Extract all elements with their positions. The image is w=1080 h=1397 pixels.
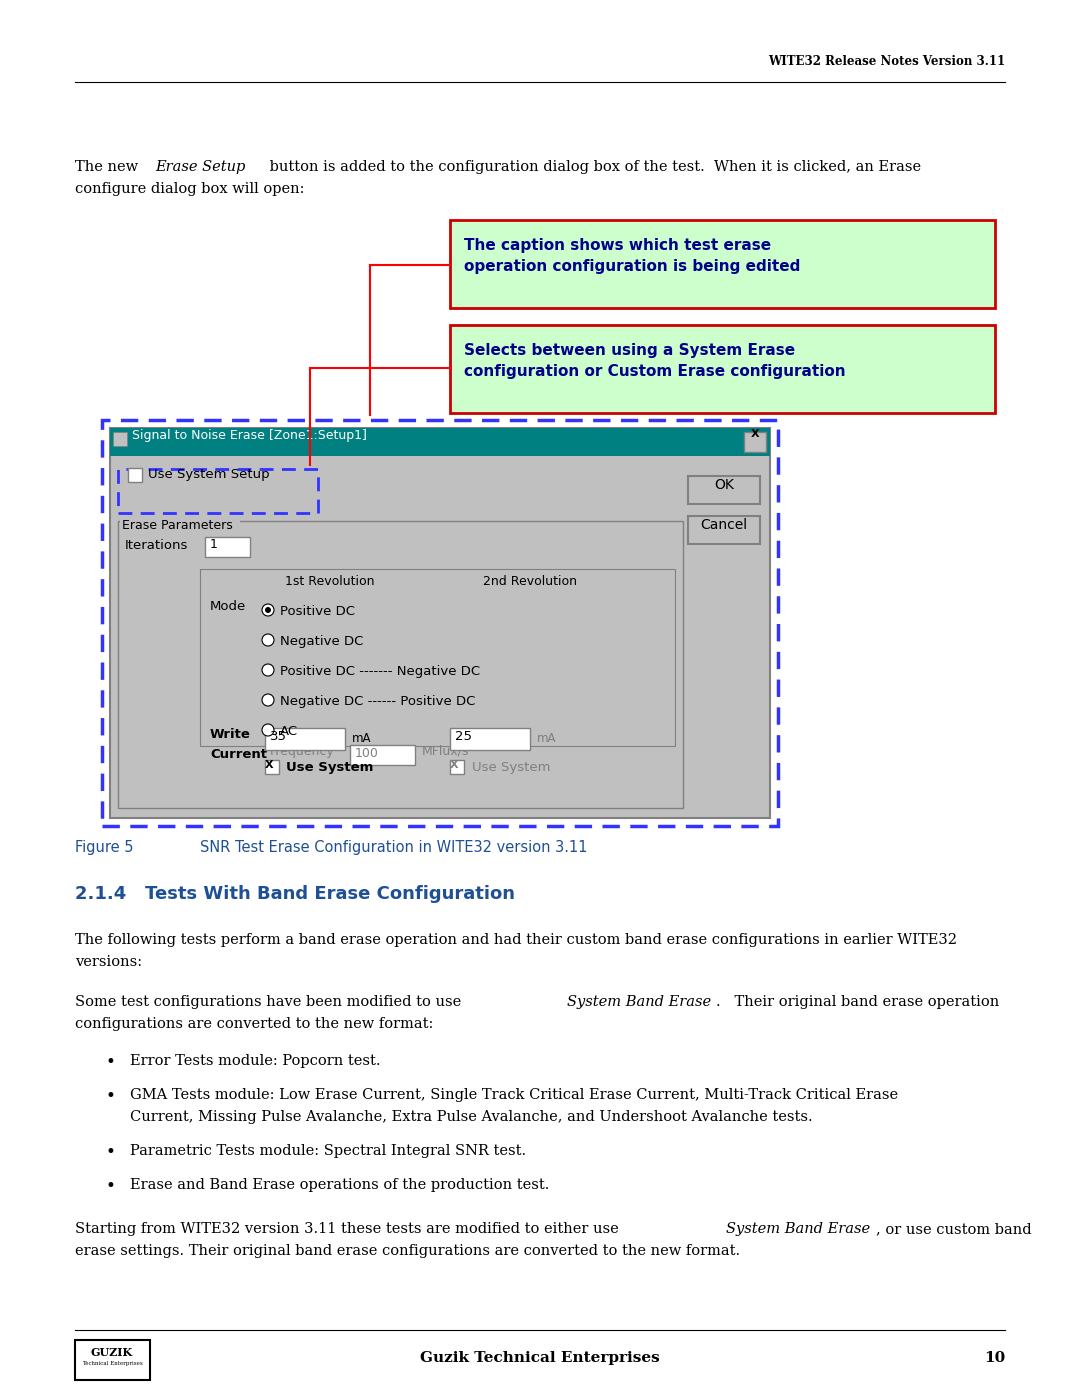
Text: 2nd Revolution: 2nd Revolution bbox=[483, 576, 577, 588]
Text: configurations are converted to the new format:: configurations are converted to the new … bbox=[75, 1017, 433, 1031]
Text: WITE32 Release Notes Version 3.11: WITE32 Release Notes Version 3.11 bbox=[768, 54, 1005, 68]
Bar bbox=[120, 520, 240, 536]
Text: Write: Write bbox=[210, 728, 251, 740]
Text: 1st Revolution: 1st Revolution bbox=[285, 576, 375, 588]
Bar bbox=[129, 468, 141, 482]
Bar bbox=[688, 515, 760, 543]
Text: mA: mA bbox=[352, 732, 372, 745]
Text: button is added to the configuration dialog box of the test.  When it is clicked: button is added to the configuration dia… bbox=[265, 161, 921, 175]
Text: Positive DC ------- Negative DC: Positive DC ------- Negative DC bbox=[280, 665, 481, 678]
Text: mA: mA bbox=[537, 732, 556, 745]
Circle shape bbox=[262, 634, 274, 645]
Text: Some test configurations have been modified to use: Some test configurations have been modif… bbox=[75, 995, 465, 1009]
Text: System Band Erase: System Band Erase bbox=[567, 995, 711, 1009]
Text: SNR Test Erase Configuration in WITE32 version 3.11: SNR Test Erase Configuration in WITE32 v… bbox=[200, 840, 588, 855]
Bar bbox=[450, 760, 464, 774]
Circle shape bbox=[262, 694, 274, 705]
Text: Signal to Noise Erase [Zone1:Setup1]: Signal to Noise Erase [Zone1:Setup1] bbox=[132, 429, 367, 441]
Bar bbox=[450, 728, 530, 750]
Text: The following tests perform a band erase operation and had their custom band era: The following tests perform a band erase… bbox=[75, 933, 957, 947]
Circle shape bbox=[262, 664, 274, 676]
Text: Mode: Mode bbox=[210, 599, 246, 613]
Text: Erase Setup: Erase Setup bbox=[156, 161, 245, 175]
Text: Starting from WITE32 version 3.11 these tests are modified to either use: Starting from WITE32 version 3.11 these … bbox=[75, 1222, 623, 1236]
Text: X: X bbox=[751, 429, 759, 439]
Circle shape bbox=[262, 724, 274, 736]
Bar bbox=[75, 1340, 150, 1380]
Bar bbox=[450, 326, 995, 414]
Bar bbox=[265, 760, 279, 774]
Text: .   Their original band erase operation: . Their original band erase operation bbox=[716, 995, 999, 1009]
Circle shape bbox=[262, 604, 274, 616]
Bar bbox=[450, 219, 995, 307]
Text: X: X bbox=[265, 760, 273, 770]
Text: Current: Current bbox=[210, 747, 267, 761]
Text: configure dialog box will open:: configure dialog box will open: bbox=[75, 182, 305, 196]
Text: Parametric Tests module: Spectral Integral SNR test.: Parametric Tests module: Spectral Integr… bbox=[130, 1144, 526, 1158]
Bar bbox=[200, 569, 675, 746]
Text: •: • bbox=[105, 1053, 114, 1071]
Text: 100: 100 bbox=[355, 747, 379, 760]
Text: System Band Erase: System Band Erase bbox=[726, 1222, 870, 1236]
Bar bbox=[350, 745, 415, 766]
Text: GUZIK: GUZIK bbox=[91, 1347, 133, 1358]
Text: 1: 1 bbox=[210, 538, 218, 550]
Text: 25: 25 bbox=[455, 731, 472, 743]
Text: Erase Parameters: Erase Parameters bbox=[122, 520, 233, 532]
Text: Use System: Use System bbox=[286, 761, 374, 774]
Text: Use System Setup: Use System Setup bbox=[148, 468, 270, 481]
Text: The caption shows which test erase
operation configuration is being edited: The caption shows which test erase opera… bbox=[464, 237, 800, 274]
Text: , or use custom band: , or use custom band bbox=[876, 1222, 1031, 1236]
Text: Use System: Use System bbox=[472, 761, 551, 774]
Text: 35: 35 bbox=[270, 731, 287, 743]
Text: 10: 10 bbox=[984, 1351, 1005, 1365]
Text: •: • bbox=[105, 1178, 114, 1194]
Bar bbox=[113, 432, 127, 446]
Text: erase settings. Their original band erase configurations are converted to the ne: erase settings. Their original band eras… bbox=[75, 1243, 740, 1259]
Bar bbox=[265, 728, 345, 750]
Text: Cancel: Cancel bbox=[701, 518, 747, 532]
Text: Iterations: Iterations bbox=[125, 539, 188, 552]
Text: The new: The new bbox=[75, 161, 143, 175]
Text: Error Tests module: Popcorn test.: Error Tests module: Popcorn test. bbox=[130, 1053, 380, 1067]
Bar bbox=[110, 427, 770, 819]
Text: •: • bbox=[105, 1088, 114, 1105]
Text: Selects between using a System Erase
configuration or Custom Erase configuration: Selects between using a System Erase con… bbox=[464, 344, 846, 379]
Bar bbox=[688, 476, 760, 504]
Text: 2.1.4   Tests With Band Erase Configuration: 2.1.4 Tests With Band Erase Configuratio… bbox=[75, 886, 515, 902]
Text: OK: OK bbox=[714, 478, 734, 492]
Text: •: • bbox=[105, 1144, 114, 1161]
Bar bbox=[205, 536, 249, 557]
Text: X: X bbox=[450, 760, 459, 770]
Bar bbox=[110, 427, 770, 455]
Bar bbox=[118, 521, 683, 807]
Text: Guzik Technical Enterprises: Guzik Technical Enterprises bbox=[420, 1351, 660, 1365]
Text: Positive DC: Positive DC bbox=[280, 605, 355, 617]
Text: Technical Enterprises: Technical Enterprises bbox=[82, 1362, 143, 1366]
Text: Figure 5: Figure 5 bbox=[75, 840, 134, 855]
Text: Negative DC: Negative DC bbox=[280, 636, 363, 648]
Bar bbox=[744, 432, 766, 453]
Text: Frequency: Frequency bbox=[270, 745, 335, 759]
Text: MFlux/s: MFlux/s bbox=[422, 745, 470, 759]
Text: GMA Tests module: Low Erase Current, Single Track Critical Erase Current, Multi-: GMA Tests module: Low Erase Current, Sin… bbox=[130, 1088, 899, 1102]
Text: Erase and Band Erase operations of the production test.: Erase and Band Erase operations of the p… bbox=[130, 1178, 550, 1192]
Text: Negative DC ------ Positive DC: Negative DC ------ Positive DC bbox=[280, 694, 475, 708]
Circle shape bbox=[265, 608, 271, 613]
Text: Current, Missing Pulse Avalanche, Extra Pulse Avalanche, and Undershoot Avalanch: Current, Missing Pulse Avalanche, Extra … bbox=[130, 1111, 812, 1125]
Text: AC: AC bbox=[280, 725, 298, 738]
Text: versions:: versions: bbox=[75, 956, 143, 970]
